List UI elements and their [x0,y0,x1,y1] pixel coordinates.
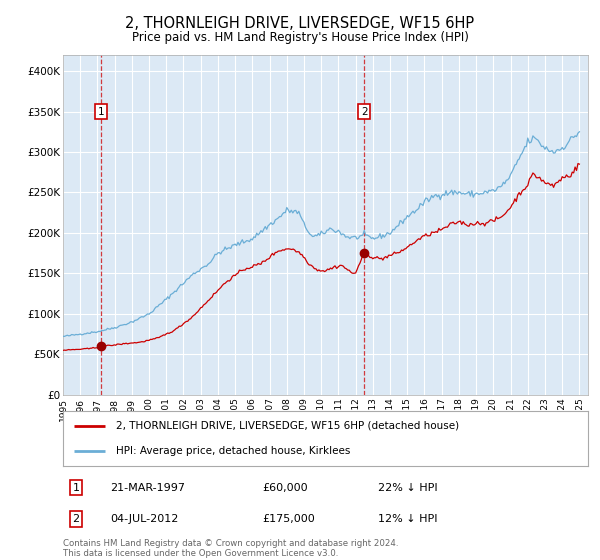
Text: HPI: Average price, detached house, Kirklees: HPI: Average price, detached house, Kirk… [115,446,350,456]
Text: 21-MAR-1997: 21-MAR-1997 [110,483,185,493]
Text: 2, THORNLEIGH DRIVE, LIVERSEDGE, WF15 6HP: 2, THORNLEIGH DRIVE, LIVERSEDGE, WF15 6H… [125,16,475,31]
Text: This data is licensed under the Open Government Licence v3.0.: This data is licensed under the Open Gov… [63,549,338,558]
Text: 2: 2 [361,106,368,116]
Text: 12% ↓ HPI: 12% ↓ HPI [378,514,437,524]
Text: 2, THORNLEIGH DRIVE, LIVERSEDGE, WF15 6HP (detached house): 2, THORNLEIGH DRIVE, LIVERSEDGE, WF15 6H… [115,421,458,431]
Text: £175,000: £175,000 [263,514,315,524]
Text: Price paid vs. HM Land Registry's House Price Index (HPI): Price paid vs. HM Land Registry's House … [131,31,469,44]
Text: 1: 1 [98,106,104,116]
Text: 2: 2 [73,514,80,524]
Text: £60,000: £60,000 [263,483,308,493]
Text: 1: 1 [73,483,80,493]
Text: 22% ↓ HPI: 22% ↓ HPI [378,483,437,493]
Text: Contains HM Land Registry data © Crown copyright and database right 2024.: Contains HM Land Registry data © Crown c… [63,539,398,548]
Text: 04-JUL-2012: 04-JUL-2012 [110,514,179,524]
